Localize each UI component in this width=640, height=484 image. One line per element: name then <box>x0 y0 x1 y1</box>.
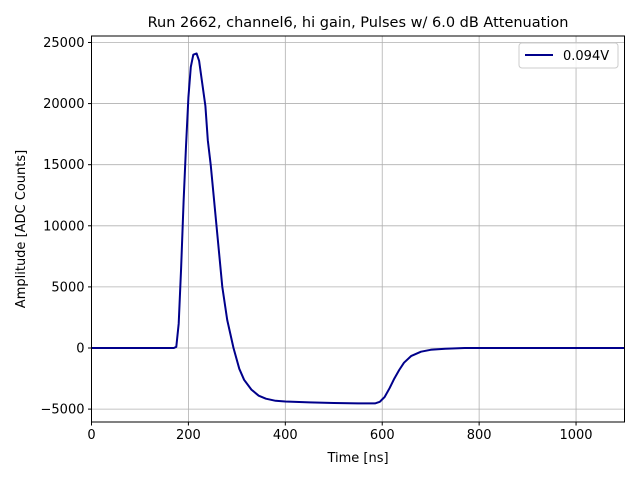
series-layer <box>91 52 625 405</box>
x-tick-label: 1000 <box>559 428 592 443</box>
y-axis-label: Amplitude [ADC Counts] <box>14 150 29 308</box>
y-tick-label: 10000 <box>43 219 84 234</box>
x-tick-label: 600 <box>370 428 395 443</box>
series-line-0.094V <box>91 52 625 405</box>
y-tick-label: 20000 <box>43 97 84 112</box>
y-tick-label: 15000 <box>43 158 84 173</box>
y-tick-label: 0 <box>76 342 84 357</box>
x-axis-label: Time [ns] <box>326 451 388 466</box>
chart-title: Run 2662, channel6, hi gain, Pulses w/ 6… <box>148 15 569 31</box>
y-tick-label: 5000 <box>51 280 84 295</box>
x-axis: 0 200 400 600 800 1000 <box>87 422 593 443</box>
y-axis: −5000 0 5000 10000 15000 20000 25000 <box>41 36 92 418</box>
x-tick-label: 800 <box>467 428 492 443</box>
y-tick-label: −5000 <box>41 403 85 418</box>
grid <box>91 36 625 422</box>
legend: 0.094V <box>518 42 619 69</box>
legend-box <box>518 42 619 69</box>
y-tick-label: 25000 <box>43 36 84 51</box>
plot-frame <box>91 35 625 423</box>
x-tick-label: 0 <box>87 428 95 443</box>
x-tick-label: 400 <box>273 428 298 443</box>
x-tick-label: 200 <box>176 428 201 443</box>
legend-label: 0.094V <box>563 49 609 64</box>
